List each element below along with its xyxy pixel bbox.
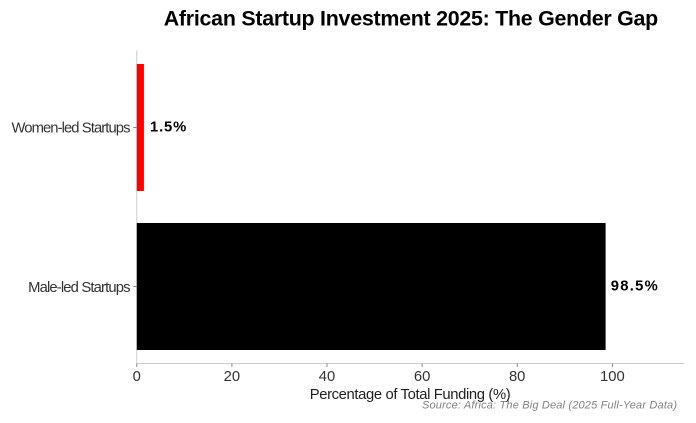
svg-text:100: 100 (600, 369, 625, 385)
svg-text:20: 20 (224, 369, 240, 385)
svg-text:Percentage of Total Funding (%: Percentage of Total Funding (%) (310, 387, 511, 403)
svg-text:0: 0 (133, 369, 141, 385)
svg-text:African Startup Investment 202: African Startup Investment 2025: The Gen… (164, 7, 659, 31)
svg-text:Women-led Startups: Women-led Startups (12, 121, 131, 137)
svg-text:40: 40 (319, 369, 335, 385)
svg-text:1.5%: 1.5% (150, 120, 186, 136)
svg-text:60: 60 (414, 369, 430, 385)
svg-text:98.5%: 98.5% (611, 278, 658, 294)
svg-text:Male-led Startups: Male-led Startups (28, 280, 130, 296)
svg-text:80: 80 (509, 369, 525, 385)
svg-text:Source: Africa: The Big Deal (: Source: Africa: The Big Deal (2025 Full-… (422, 400, 677, 412)
